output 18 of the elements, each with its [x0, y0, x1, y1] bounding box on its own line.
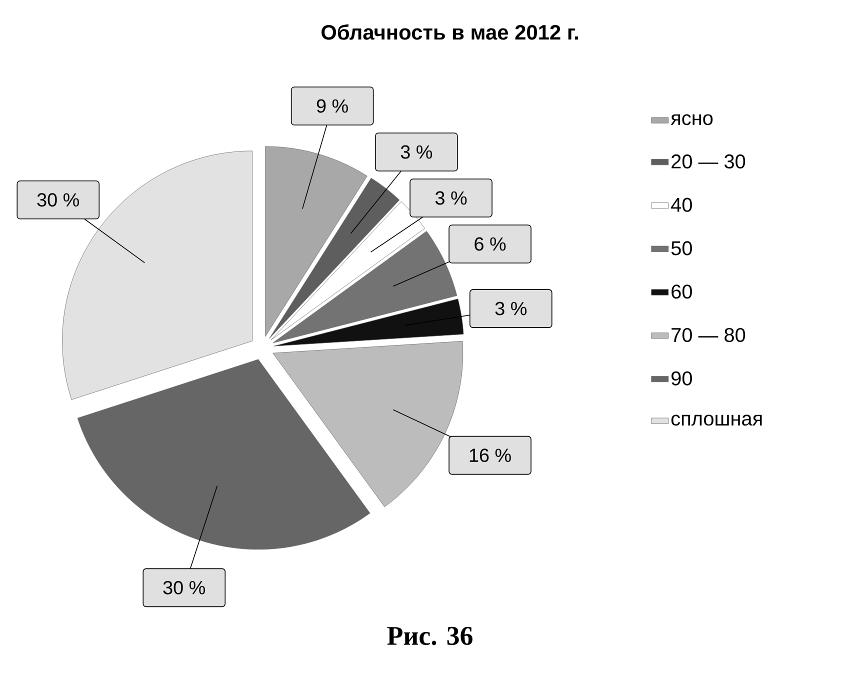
legend-label: 40: [671, 198, 692, 212]
data-label: 9 %: [316, 99, 348, 113]
legend-label: 70 — 80: [672, 328, 746, 342]
legend-label: 90: [672, 371, 692, 386]
legend-label: сплошная: [671, 414, 762, 426]
data-label: 3 %: [435, 191, 467, 205]
data-label: 16 %: [470, 448, 511, 462]
text: Рис. 36: [387, 626, 472, 646]
data-label: 3 %: [400, 145, 432, 159]
data-label: 30 %: [37, 193, 80, 207]
legend-label: 60: [672, 284, 692, 299]
data-label: 3 %: [495, 302, 527, 316]
legend-label: ясно: [670, 114, 713, 126]
data-label: 30 %: [163, 580, 206, 594]
legend-label: 50: [671, 241, 692, 256]
legend-label: 20 — 30: [672, 154, 746, 168]
data-label: 6 %: [474, 237, 506, 251]
chart-title: Облачность в мае 2012 г.: [322, 24, 578, 40]
